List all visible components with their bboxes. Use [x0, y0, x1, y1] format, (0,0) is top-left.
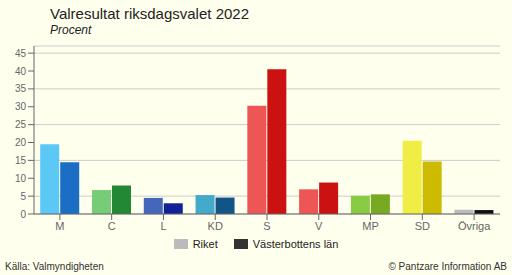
html-text:Källa: Valmyndigheten: Källa: Valmyndigheten — [5, 261, 104, 272]
svg-text:40: 40 — [15, 66, 27, 77]
svg-text:45: 45 — [15, 48, 27, 59]
html-text:Valresultat riksdagsvalet 2022: Valresultat riksdagsvalet 2022 — [50, 5, 249, 22]
svg-text:25: 25 — [15, 119, 27, 130]
svg-text:KD: KD — [208, 220, 223, 232]
html-text:Procent: Procent — [50, 23, 92, 37]
svg-text:10: 10 — [15, 173, 27, 184]
svg-text:SD: SD — [415, 220, 430, 232]
html-text:Riket: Riket — [192, 238, 218, 250]
svg-text:MP: MP — [362, 220, 379, 232]
html-text:Västerbottens län: Västerbottens län — [252, 238, 339, 250]
svg-text:0: 0 — [20, 209, 26, 220]
svg-text:C: C — [108, 220, 116, 232]
svg-text:30: 30 — [15, 101, 27, 112]
svg-text:V: V — [315, 220, 323, 232]
svg-text:L: L — [160, 220, 166, 232]
svg-text:5: 5 — [20, 191, 26, 202]
svg-text:15: 15 — [15, 155, 27, 166]
html-text:© Pantzare Information AB: © Pantzare Information AB — [388, 261, 507, 272]
svg-text:M: M — [55, 220, 64, 232]
svg-text:Övriga: Övriga — [458, 220, 491, 232]
svg-text:35: 35 — [15, 83, 27, 94]
svg-text:20: 20 — [15, 137, 27, 148]
svg-text:S: S — [263, 220, 270, 232]
